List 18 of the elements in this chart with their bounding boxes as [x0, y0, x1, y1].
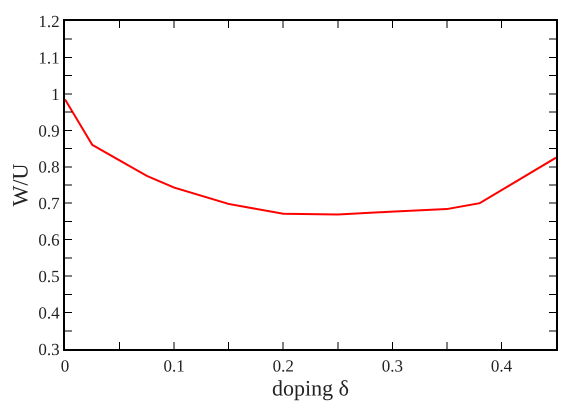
- x-tick-label: 0: [60, 356, 70, 376]
- line-series: [65, 98, 556, 216]
- y-tick-label: 0.5: [38, 267, 60, 286]
- x-tick-label: 0.2: [272, 356, 294, 376]
- x-tick-label: 0.3: [382, 356, 403, 376]
- y-tick-label: 0.3: [38, 340, 60, 359]
- y-tick-label: 0.4: [38, 304, 60, 323]
- y-tick-label: 1: [51, 84, 60, 104]
- y-tick-label: 0.6: [38, 230, 60, 250]
- x-tick-label: 0.1: [163, 356, 185, 376]
- x-axis-title: doping δ: [272, 375, 349, 400]
- y-tick-label: 1.1: [38, 48, 60, 68]
- y-tick-label: 0.9: [38, 121, 60, 140]
- y-tick-label: 0.7: [38, 194, 60, 214]
- y-axis-title: W/U: [8, 164, 33, 206]
- y-tick-label: 0.8: [38, 158, 60, 177]
- x-tick-label: 0.4: [490, 356, 513, 376]
- y-tick-label: 1.2: [38, 12, 60, 31]
